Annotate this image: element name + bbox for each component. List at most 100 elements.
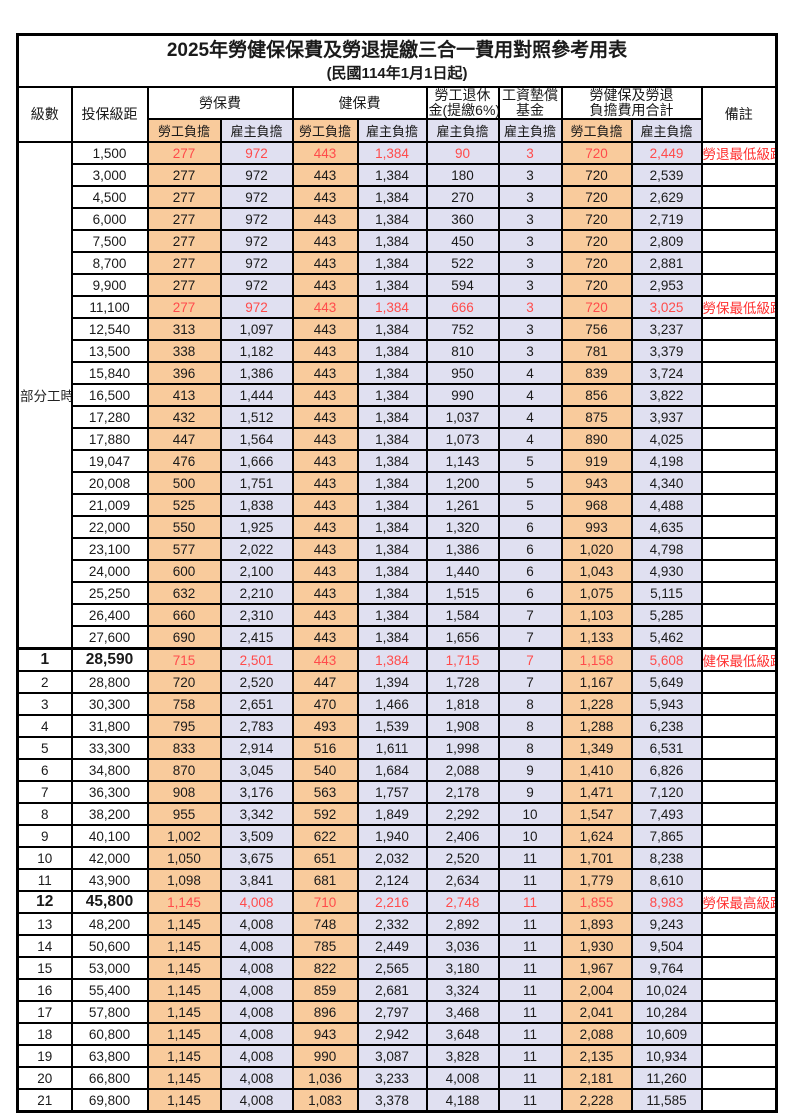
cell-wage-fund-employer: 11 (497, 1000, 563, 1024)
table-row: 18 60,800 1,145 4,008 943 2,942 3,648 11 2,088 10… (16, 1022, 778, 1046)
cell-labor-employer: 4,008 (219, 1000, 294, 1024)
cell-labor-employer: 972 (219, 251, 294, 275)
cell-wage-fund-employer: 7 (497, 647, 563, 672)
cell-bracket: 26,400 (70, 603, 149, 627)
cell-wage-fund-employer: 8 (497, 736, 563, 760)
cell-health-employer: 1,384 (356, 185, 428, 209)
cell-labor-employer: 972 (219, 229, 294, 253)
cell-health-employee: 443 (291, 493, 359, 517)
cell-health-employee: 748 (291, 912, 359, 936)
cell-bracket: 21,009 (70, 493, 149, 517)
cell-total-employer: 10,284 (630, 1000, 703, 1024)
cell-health-employee: 443 (291, 427, 359, 451)
cell-remark (700, 515, 778, 539)
cell-labor-employer: 4,008 (219, 912, 294, 936)
cell-health-employee: 651 (291, 846, 359, 870)
table-row: 15,840 396 1,386 443 1,384 950 4 839 3,724 (18, 361, 778, 385)
cell-remark (700, 1044, 778, 1068)
cell-total-employee: 781 (560, 339, 633, 363)
cell-labor-employee: 277 (146, 207, 222, 231)
cell-bracket: 36,300 (70, 780, 149, 804)
header-total-line1: 勞健保及勞退 (589, 87, 674, 103)
cell-health-employer: 1,384 (356, 471, 428, 495)
cell-total-employer: 10,609 (630, 1022, 703, 1046)
cell-total-employer: 4,930 (630, 559, 703, 583)
cell-bracket: 31,800 (70, 714, 149, 738)
cell-labor-employer: 1,512 (219, 405, 294, 429)
cell-level: 3 (16, 692, 73, 716)
cell-bracket: 55,400 (70, 978, 149, 1002)
cell-total-employee: 1,288 (560, 714, 633, 738)
cell-labor-employer: 1,564 (219, 427, 294, 451)
cell-remark: 健保最低級距 (700, 647, 778, 672)
cell-pension-employer: 1,818 (425, 692, 500, 716)
cell-labor-employer: 1,751 (219, 471, 294, 495)
cell-health-employer: 1,384 (356, 427, 428, 451)
cell-bracket: 17,280 (70, 405, 149, 429)
cell-total-employer: 6,826 (630, 758, 703, 782)
cell-wage-fund-employer: 11 (497, 868, 563, 892)
cell-remark: 勞退最低級距 (700, 141, 778, 165)
cell-labor-employee: 277 (146, 251, 222, 275)
table-row: 16,500 413 1,444 443 1,384 990 4 856 3,822 (18, 383, 778, 407)
cell-health-employee: 443 (291, 647, 359, 672)
cell-labor-employee: 1,145 (146, 912, 222, 936)
cell-remark (700, 780, 778, 804)
cell-total-employer: 9,764 (630, 956, 703, 980)
cell-wage-fund-employer: 4 (497, 405, 563, 429)
subheader-health-employer: 雇主負擔 (356, 118, 428, 143)
table-row: 8,700 277 972 443 1,384 522 3 720 2,881 (18, 251, 778, 275)
cell-bracket: 24,000 (70, 559, 149, 583)
cell-labor-employer: 972 (219, 163, 294, 187)
cell-total-employee: 1,158 (560, 647, 633, 672)
cell-bracket: 17,880 (70, 427, 149, 451)
table-row: 26,400 660 2,310 443 1,384 1,584 7 1,103 5,285 (18, 603, 778, 627)
cell-wage-fund-employer: 10 (497, 802, 563, 826)
cell-health-employee: 443 (291, 603, 359, 627)
table-row: 13,500 338 1,182 443 1,384 810 3 781 3,379 (18, 339, 778, 363)
cell-health-employee: 822 (291, 956, 359, 980)
part-time-label: 部分工時 (16, 141, 73, 650)
cell-remark (700, 449, 778, 473)
cell-wage-fund-employer: 6 (497, 537, 563, 561)
cell-pension-employer: 2,748 (425, 890, 500, 914)
cell-labor-employee: 277 (146, 273, 222, 297)
cell-health-employer: 1,611 (356, 736, 428, 760)
cell-pension-employer: 1,584 (425, 603, 500, 627)
cell-labor-employee: 833 (146, 736, 222, 760)
cell-health-employee: 447 (291, 670, 359, 694)
cell-wage-fund-employer: 5 (497, 449, 563, 473)
cell-health-employer: 1,384 (356, 405, 428, 429)
cell-remark (700, 824, 778, 848)
cell-health-employee: 443 (291, 515, 359, 539)
cell-bracket: 43,900 (70, 868, 149, 892)
cell-health-employee: 785 (291, 934, 359, 958)
cell-wage-fund-employer: 11 (497, 1066, 563, 1090)
cell-total-employer: 4,798 (630, 537, 703, 561)
cell-total-employer: 7,120 (630, 780, 703, 804)
cell-total-employer: 2,449 (630, 141, 703, 165)
cell-bracket: 66,800 (70, 1066, 149, 1090)
cell-health-employee: 443 (291, 537, 359, 561)
cell-health-employee: 516 (291, 736, 359, 760)
cell-wage-fund-employer: 7 (497, 603, 563, 627)
cell-total-employee: 720 (560, 251, 633, 275)
cell-total-employer: 2,953 (630, 273, 703, 297)
cell-health-employee: 443 (291, 273, 359, 297)
cell-health-employer: 1,849 (356, 802, 428, 826)
cell-labor-employer: 972 (219, 141, 294, 165)
cell-bracket: 28,590 (70, 647, 149, 672)
cell-health-employer: 1,384 (356, 515, 428, 539)
table-row: 3 30,300 758 2,651 470 1,466 1,818 8 1,228 5,943 (16, 692, 778, 716)
cell-total-employee: 2,088 (560, 1022, 633, 1046)
cell-remark (700, 670, 778, 694)
cell-labor-employer: 2,210 (219, 581, 294, 605)
cell-pension-employer: 3,324 (425, 978, 500, 1002)
cell-pension-employer: 180 (425, 163, 500, 187)
cell-total-employer: 9,504 (630, 934, 703, 958)
cell-labor-employee: 600 (146, 559, 222, 583)
cell-level: 2 (16, 670, 73, 694)
cell-wage-fund-employer: 11 (497, 890, 563, 914)
cell-remark (700, 405, 778, 429)
cell-total-employer: 3,724 (630, 361, 703, 385)
